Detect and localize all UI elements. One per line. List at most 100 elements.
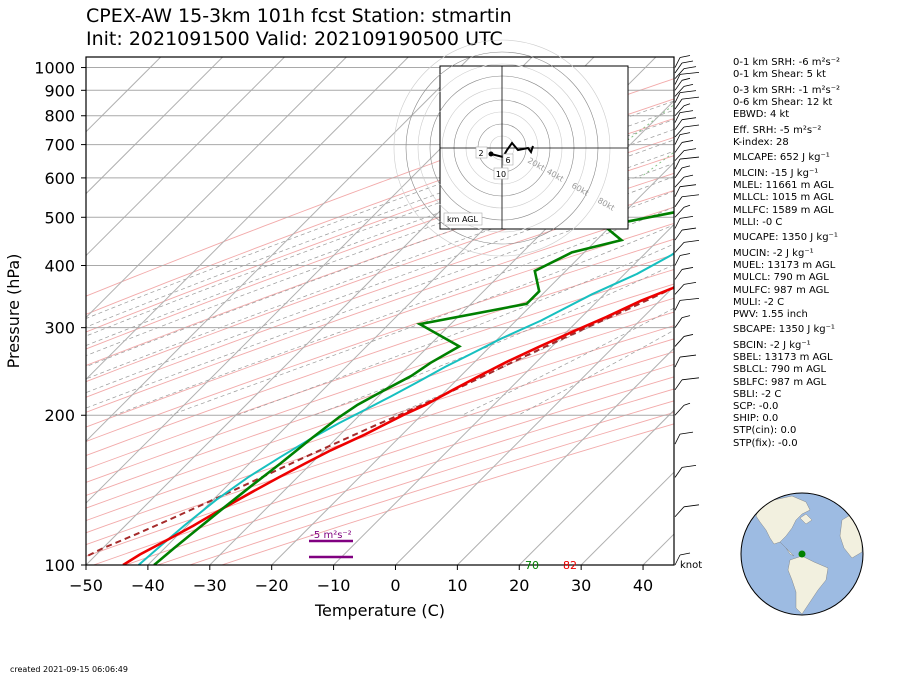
- dry-adiabat: [86, 98, 674, 315]
- barb-staff: [674, 57, 681, 68]
- wind-barb: [674, 60, 694, 74]
- stat-srh-01: 0-1 km SRH: -6 m²s⁻²: [733, 57, 840, 68]
- wind-barb: [674, 165, 691, 179]
- barb-flag: [679, 297, 700, 301]
- wind-barb: [674, 174, 694, 188]
- isotherm: [580, 471, 674, 565]
- globe-island: [799, 513, 813, 525]
- moist-adiabat: [86, 119, 674, 337]
- barb-flag: [681, 315, 691, 319]
- barb-staff: [674, 356, 681, 368]
- x-axis-label: Temperature (C): [314, 601, 445, 620]
- plot-frame: [85, 56, 675, 566]
- wind-barb: [674, 227, 697, 241]
- barb-staff: [674, 150, 685, 161]
- created-timestamp: created 2021-09-15 06:06:49: [10, 665, 128, 674]
- dry-adiabat: [86, 297, 674, 496]
- y-tick-label: 500: [44, 208, 75, 227]
- barb-staff: [674, 554, 681, 566]
- barb-flag: [681, 140, 694, 143]
- wind-barb: [674, 204, 691, 218]
- barb-flag: [683, 103, 691, 107]
- wind-barb: [674, 117, 697, 130]
- barb-flag: [683, 204, 691, 208]
- barb-staff: [674, 379, 683, 391]
- barb-staff: [674, 229, 683, 241]
- barb-flag: [681, 377, 700, 381]
- stat-kindex: K-index: 28: [733, 136, 789, 148]
- stat-ebwd: EBWD: 4 kt: [733, 109, 790, 121]
- hodo-label-2-box: [475, 146, 488, 159]
- wind-barb: [674, 215, 694, 229]
- barb-flag: [679, 354, 697, 358]
- barb-flag: [683, 504, 700, 508]
- axis-ticks: −50 −40 −30 −20 −10 0 10 20 30 40 100 200 300 400 500 6…: [34, 59, 653, 595]
- moist-adiabat: [170, 224, 674, 416]
- temperature-profile: [122, 286, 674, 565]
- barb-flag: [681, 117, 697, 121]
- wind-barb: [674, 55, 691, 68]
- barb-flag: [681, 60, 694, 64]
- barb-flag: [681, 465, 697, 468]
- barb-flag: [683, 83, 694, 87]
- barb-flag: [679, 215, 694, 219]
- isotherm: [86, 57, 285, 257]
- barb-flag: [679, 552, 691, 556]
- hodo-footer-box: [443, 212, 483, 226]
- barb-staff: [674, 269, 683, 280]
- hodograph: 20kt 40kt 60kt 80kt 2 6 10 km AGL: [393, 39, 629, 257]
- barb-flag: [683, 66, 697, 70]
- mixing-ratio-line: [837, 57, 906, 178]
- hodograph-frame: [439, 65, 629, 230]
- stat-mucape: MUCAPE: 1350 J kg⁻¹: [733, 232, 838, 244]
- barb-flag: [681, 194, 700, 198]
- stat-sbcape: SBCAPE: 1350 J kg⁻¹: [733, 324, 835, 336]
- barb-staff: [674, 255, 681, 266]
- chart-subtitle: Init: 2021091500 Valid: 202109190500 UTC: [86, 28, 503, 50]
- stat-mllcl: MLLCL: 1015 m AGL: [733, 192, 834, 204]
- stat-shear-01: 0-1 km Shear: 5 kt: [733, 69, 826, 81]
- x-tick-label: −40: [131, 576, 165, 595]
- barb-unit-label: knot: [680, 560, 703, 571]
- wind-barb: [674, 156, 700, 170]
- x-tick-label: −10: [317, 576, 351, 595]
- barb-staff: [674, 506, 685, 518]
- surface-labels: 70 82: [525, 559, 577, 572]
- y-tick-label: 600: [44, 169, 75, 188]
- barb-flag: [683, 402, 691, 406]
- hodograph-start-dot: [488, 151, 494, 157]
- x-tick-label: −30: [193, 576, 227, 595]
- barb-staff: [674, 284, 685, 295]
- stats-panel: 0-1 km SRH: -6 m²s⁻² 0-1 km Shear: 5 kt …: [733, 57, 840, 450]
- chart-title: CPEX-AW 15-3km 101h fcst Station: stmart…: [86, 5, 512, 27]
- isotherm: [86, 57, 223, 195]
- isotherm: [395, 285, 674, 565]
- stat-scp: SCP: -0.0: [733, 401, 779, 412]
- stat-mlel: MLEL: 11661 m AGL: [733, 180, 834, 192]
- globe-south-america: [787, 555, 829, 615]
- parcel-profile: [86, 286, 674, 558]
- barb-staff: [674, 105, 685, 117]
- globe-outline: [740, 492, 864, 616]
- barb-staff: [674, 218, 681, 229]
- x-tick-label: 10: [447, 576, 467, 595]
- barb-flag: [683, 334, 694, 337]
- barb-flag: [683, 281, 697, 285]
- stat-mlcape: MLCAPE: 652 J kg⁻¹: [733, 152, 830, 164]
- wind-barb: [674, 354, 697, 368]
- isotherm: [457, 347, 674, 565]
- wind-barb: [674, 132, 691, 145]
- stat-ship: SHIP: 0.0: [733, 413, 779, 425]
- wind-barb: [674, 402, 691, 416]
- barb-flag: [679, 132, 691, 135]
- globe-north-america: [755, 495, 811, 545]
- dry-adiabat: [86, 338, 674, 534]
- barb-staff: [674, 242, 685, 253]
- barb-staff: [674, 119, 683, 130]
- barb-staff: [674, 167, 683, 179]
- x-tick-label: 30: [571, 576, 591, 595]
- isotherm: [86, 57, 471, 442]
- hodo-footer: km AGL: [447, 215, 479, 224]
- barb-staff: [674, 207, 685, 218]
